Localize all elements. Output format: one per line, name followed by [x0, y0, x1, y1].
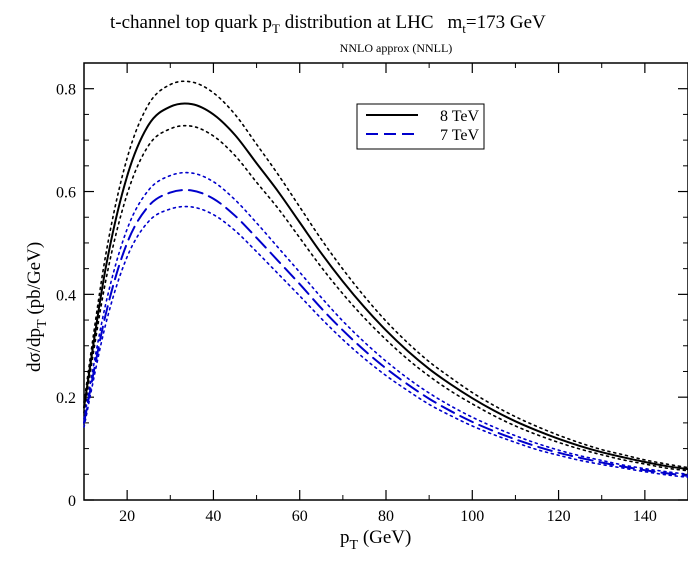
series-7tev-line	[83, 189, 688, 477]
y-axis-label: dσ/dpT (pb/GeV)	[24, 242, 50, 372]
legend-box	[356, 103, 485, 150]
series-layer	[83, 80, 688, 479]
x-tick-label: 80	[378, 508, 394, 525]
x-tick-label: 40	[205, 508, 221, 525]
legend-label-8tev: 8 TeV	[440, 108, 479, 125]
x-tick-label: 100	[460, 508, 484, 525]
x-tick-label: 140	[633, 508, 657, 525]
y-tick-label: 0	[68, 493, 76, 510]
x-tick-label: 20	[119, 508, 135, 525]
series-7tev-upper-band	[83, 171, 688, 476]
x-axis-label: pT (GeV)	[340, 527, 411, 553]
x-tick-label: 60	[292, 508, 308, 525]
y-tick-label: 0.4	[56, 287, 76, 304]
axis-ticks: 20 40 60 80 100 120 140 0 0.2 0.4 0.6 0.8	[56, 63, 688, 525]
series-7tev-lower-band	[83, 205, 688, 479]
chart-title: t-channel top quark pT distribution at L…	[110, 12, 546, 36]
legend-label-7tev: 7 TeV	[440, 127, 479, 144]
series-8tev-lower-band	[83, 124, 688, 472]
series-8tev-upper-band	[83, 80, 688, 469]
y-tick-label: 0.6	[56, 185, 76, 202]
chart-subtitle: NNLO approx (NNLL)	[340, 41, 453, 55]
y-tick-label: 0.8	[56, 82, 76, 99]
series-8tev-line	[83, 102, 688, 471]
x-tick-label: 120	[547, 508, 571, 525]
legend: 8 TeV 7 TeV	[356, 103, 485, 150]
y-tick-label: 0.2	[56, 390, 76, 407]
